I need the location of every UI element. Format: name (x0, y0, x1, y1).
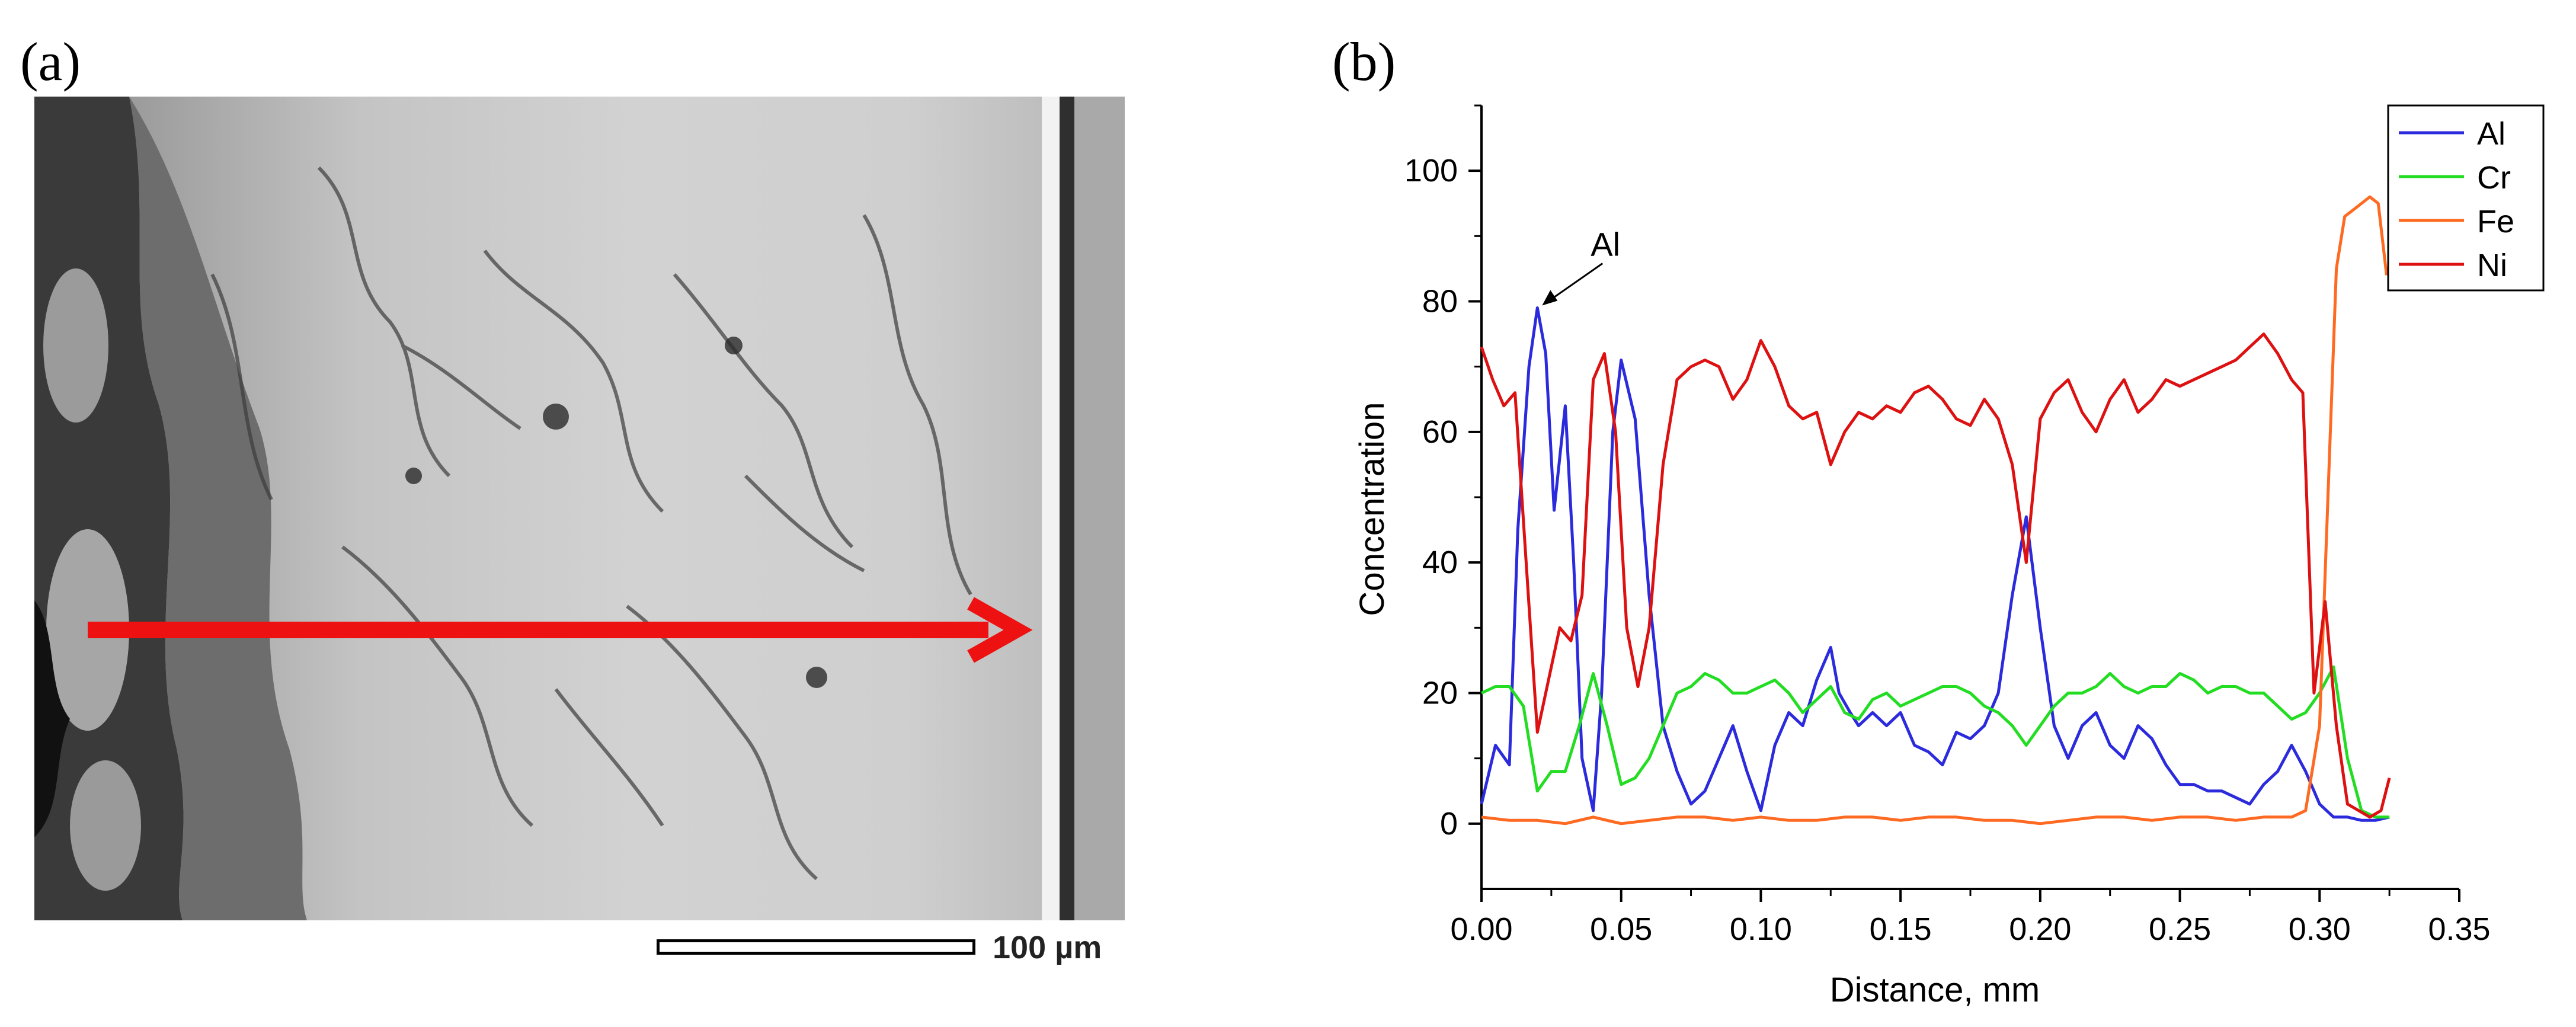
annotation-label: Al (1591, 226, 1620, 263)
chart-series: Al (1480, 195, 2391, 826)
panel-label-a: (a) (20, 31, 81, 92)
x-axis-title: Distance, mm (1830, 971, 2040, 1009)
series-line-ni (1480, 332, 2391, 819)
series-line-al (1480, 306, 2390, 822)
y-tick-label: 60 (1422, 414, 1458, 450)
y-tick-label: 80 (1422, 284, 1458, 319)
y-tick-label: 20 (1422, 676, 1458, 711)
series-line-fe (1481, 195, 2388, 826)
legend-label-fe: Fe (2477, 204, 2514, 239)
chart-axes: 0.00 0.05 0.10 0.15 0.20 0.25 0.30 0.35 0 20 40 60 8… (1353, 104, 2491, 1009)
y-tick-label: 100 (1404, 153, 1458, 188)
y-axis-title: Concentration (1353, 402, 1391, 616)
legend-label-al: Al (2477, 116, 2505, 152)
legend-box (2387, 104, 2545, 292)
x-tick-label: 0.00 (1450, 911, 1512, 947)
x-tick-label: 0.10 (1730, 911, 1792, 947)
sem-micrograph (34, 97, 1125, 920)
scale-bar-label: 100 µm (993, 930, 1102, 965)
chart-legend: Al Cr Fe Ni (2387, 104, 2545, 292)
x-tick-label: 0.25 (2149, 911, 2211, 947)
x-tick-label: 0.20 (2009, 911, 2071, 947)
x-tick-label: 0.15 (1870, 911, 1932, 947)
annotation-arrowhead (1542, 290, 1558, 306)
y-tick-label: 0 (1440, 806, 1458, 842)
panel-label-b: (b) (1332, 31, 1396, 92)
sem-texture (34, 97, 1125, 920)
arrow-head (967, 597, 1033, 663)
legend-label-ni: Ni (2477, 248, 2507, 283)
series-line-cr (1480, 665, 2390, 819)
legend-label-cr: Cr (2477, 160, 2511, 196)
annotation-arrow (1545, 263, 1604, 304)
y-tick-label: 40 (1422, 545, 1458, 580)
scale-bar (657, 939, 975, 955)
x-tick-label: 0.05 (1590, 911, 1652, 947)
x-tick-label: 0.30 (2289, 911, 2351, 947)
x-tick-label: 0.35 (2428, 911, 2490, 947)
